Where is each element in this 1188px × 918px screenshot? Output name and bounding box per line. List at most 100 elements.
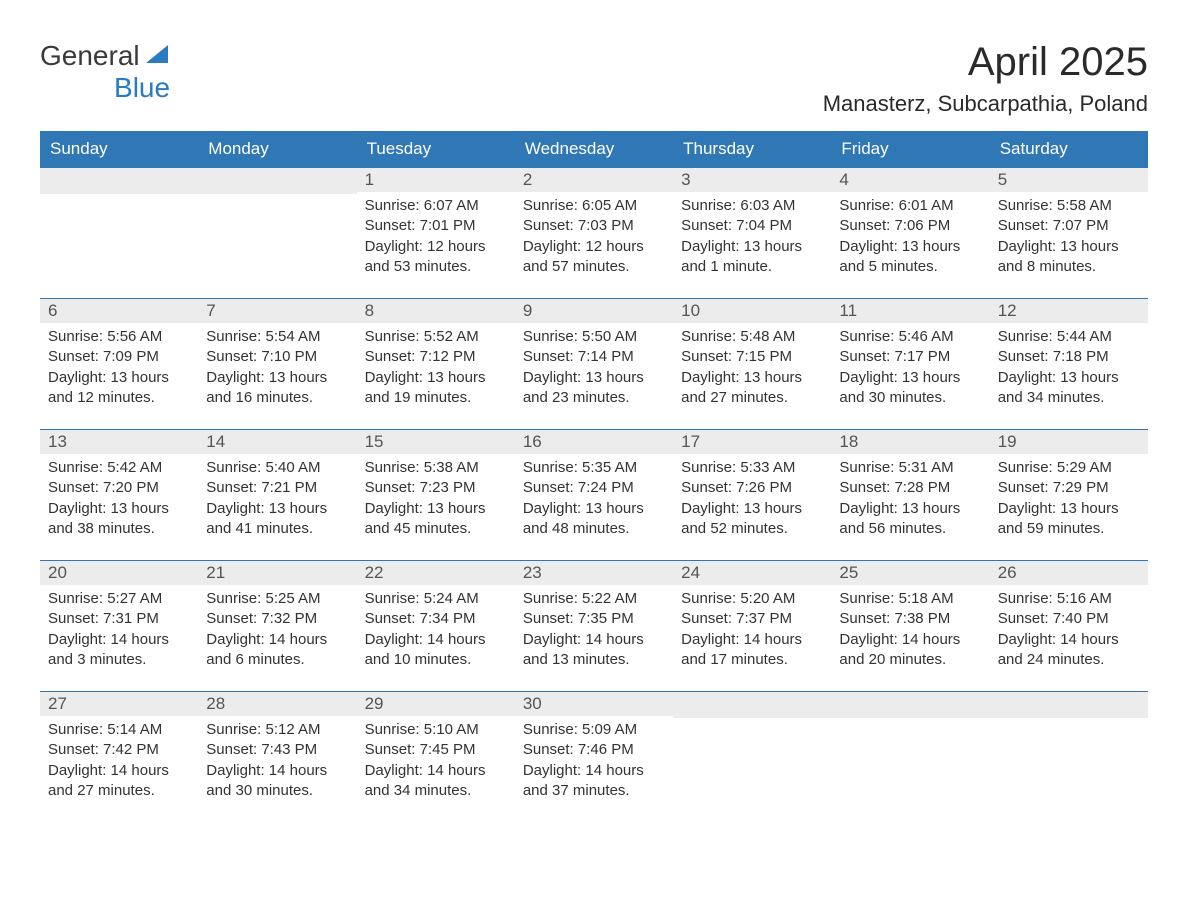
day-content: Sunrise: 5:27 AMSunset: 7:31 PMDaylight:… xyxy=(40,585,198,680)
weekday-header: Monday xyxy=(198,131,356,167)
month-title: April 2025 xyxy=(823,40,1148,85)
daylight-text: Daylight: 13 hours and 38 minutes. xyxy=(48,499,190,540)
day-content: Sunrise: 5:42 AMSunset: 7:20 PMDaylight:… xyxy=(40,454,198,549)
daylight-text: Daylight: 14 hours and 30 minutes. xyxy=(206,761,348,802)
day-number: 19 xyxy=(990,430,1148,454)
day-content: Sunrise: 5:56 AMSunset: 7:09 PMDaylight:… xyxy=(40,323,198,418)
day-content: Sunrise: 6:07 AMSunset: 7:01 PMDaylight:… xyxy=(357,192,515,287)
day-cell: 19Sunrise: 5:29 AMSunset: 7:29 PMDayligh… xyxy=(990,430,1148,560)
sunset-text: Sunset: 7:38 PM xyxy=(839,609,981,629)
day-content: Sunrise: 5:20 AMSunset: 7:37 PMDaylight:… xyxy=(673,585,831,680)
weekday-header: Saturday xyxy=(990,131,1148,167)
day-content: Sunrise: 6:01 AMSunset: 7:06 PMDaylight:… xyxy=(831,192,989,287)
day-content: Sunrise: 5:29 AMSunset: 7:29 PMDaylight:… xyxy=(990,454,1148,549)
day-cell: 22Sunrise: 5:24 AMSunset: 7:34 PMDayligh… xyxy=(357,561,515,691)
day-cell: 26Sunrise: 5:16 AMSunset: 7:40 PMDayligh… xyxy=(990,561,1148,691)
sunrise-text: Sunrise: 5:25 AM xyxy=(206,589,348,609)
sunrise-text: Sunrise: 6:01 AM xyxy=(839,196,981,216)
sunrise-text: Sunrise: 5:12 AM xyxy=(206,720,348,740)
sunset-text: Sunset: 7:42 PM xyxy=(48,740,190,760)
day-number: 27 xyxy=(40,692,198,716)
sunset-text: Sunset: 7:20 PM xyxy=(48,478,190,498)
day-number: 7 xyxy=(198,299,356,323)
day-cell: 13Sunrise: 5:42 AMSunset: 7:20 PMDayligh… xyxy=(40,430,198,560)
sunset-text: Sunset: 7:07 PM xyxy=(998,216,1140,236)
day-cell xyxy=(831,692,989,822)
weekday-header: Thursday xyxy=(673,131,831,167)
sunset-text: Sunset: 7:28 PM xyxy=(839,478,981,498)
sunset-text: Sunset: 7:40 PM xyxy=(998,609,1140,629)
day-number: 13 xyxy=(40,430,198,454)
day-number: 9 xyxy=(515,299,673,323)
daylight-text: Daylight: 13 hours and 19 minutes. xyxy=(365,368,507,409)
day-cell: 2Sunrise: 6:05 AMSunset: 7:03 PMDaylight… xyxy=(515,168,673,298)
daylight-text: Daylight: 14 hours and 20 minutes. xyxy=(839,630,981,671)
day-cell: 7Sunrise: 5:54 AMSunset: 7:10 PMDaylight… xyxy=(198,299,356,429)
week-row: 1Sunrise: 6:07 AMSunset: 7:01 PMDaylight… xyxy=(40,167,1148,298)
day-cell: 25Sunrise: 5:18 AMSunset: 7:38 PMDayligh… xyxy=(831,561,989,691)
day-cell: 9Sunrise: 5:50 AMSunset: 7:14 PMDaylight… xyxy=(515,299,673,429)
sunset-text: Sunset: 7:37 PM xyxy=(681,609,823,629)
day-number: 5 xyxy=(990,168,1148,192)
day-content: Sunrise: 5:25 AMSunset: 7:32 PMDaylight:… xyxy=(198,585,356,680)
sunset-text: Sunset: 7:01 PM xyxy=(365,216,507,236)
day-cell: 28Sunrise: 5:12 AMSunset: 7:43 PMDayligh… xyxy=(198,692,356,822)
day-number: 18 xyxy=(831,430,989,454)
sunrise-text: Sunrise: 5:42 AM xyxy=(48,458,190,478)
day-content: Sunrise: 5:24 AMSunset: 7:34 PMDaylight:… xyxy=(357,585,515,680)
logo-text-general: General xyxy=(40,40,140,71)
weekday-header-row: Sunday Monday Tuesday Wednesday Thursday… xyxy=(40,131,1148,167)
daylight-text: Daylight: 14 hours and 34 minutes. xyxy=(365,761,507,802)
sunset-text: Sunset: 7:15 PM xyxy=(681,347,823,367)
sunrise-text: Sunrise: 5:58 AM xyxy=(998,196,1140,216)
sunrise-text: Sunrise: 5:20 AM xyxy=(681,589,823,609)
sunrise-text: Sunrise: 5:40 AM xyxy=(206,458,348,478)
day-cell: 23Sunrise: 5:22 AMSunset: 7:35 PMDayligh… xyxy=(515,561,673,691)
day-cell: 17Sunrise: 5:33 AMSunset: 7:26 PMDayligh… xyxy=(673,430,831,560)
day-number: 16 xyxy=(515,430,673,454)
sunrise-text: Sunrise: 5:54 AM xyxy=(206,327,348,347)
daylight-text: Daylight: 13 hours and 30 minutes. xyxy=(839,368,981,409)
day-content: Sunrise: 5:48 AMSunset: 7:15 PMDaylight:… xyxy=(673,323,831,418)
sunrise-text: Sunrise: 5:09 AM xyxy=(523,720,665,740)
daylight-text: Daylight: 14 hours and 17 minutes. xyxy=(681,630,823,671)
day-number: 15 xyxy=(357,430,515,454)
day-content: Sunrise: 5:46 AMSunset: 7:17 PMDaylight:… xyxy=(831,323,989,418)
day-number xyxy=(40,168,198,194)
day-number: 8 xyxy=(357,299,515,323)
day-number: 6 xyxy=(40,299,198,323)
day-cell xyxy=(990,692,1148,822)
day-cell: 1Sunrise: 6:07 AMSunset: 7:01 PMDaylight… xyxy=(357,168,515,298)
day-cell xyxy=(673,692,831,822)
day-cell: 21Sunrise: 5:25 AMSunset: 7:32 PMDayligh… xyxy=(198,561,356,691)
sunrise-text: Sunrise: 5:10 AM xyxy=(365,720,507,740)
logo: General Blue xyxy=(40,40,170,104)
day-cell: 4Sunrise: 6:01 AMSunset: 7:06 PMDaylight… xyxy=(831,168,989,298)
daylight-text: Daylight: 14 hours and 6 minutes. xyxy=(206,630,348,671)
day-cell: 16Sunrise: 5:35 AMSunset: 7:24 PMDayligh… xyxy=(515,430,673,560)
sunrise-text: Sunrise: 5:16 AM xyxy=(998,589,1140,609)
day-number xyxy=(990,692,1148,718)
daylight-text: Daylight: 13 hours and 56 minutes. xyxy=(839,499,981,540)
daylight-text: Daylight: 13 hours and 45 minutes. xyxy=(365,499,507,540)
day-number: 2 xyxy=(515,168,673,192)
sunset-text: Sunset: 7:03 PM xyxy=(523,216,665,236)
day-content: Sunrise: 5:14 AMSunset: 7:42 PMDaylight:… xyxy=(40,716,198,811)
sunrise-text: Sunrise: 5:24 AM xyxy=(365,589,507,609)
day-cell xyxy=(40,168,198,298)
sunset-text: Sunset: 7:12 PM xyxy=(365,347,507,367)
daylight-text: Daylight: 14 hours and 13 minutes. xyxy=(523,630,665,671)
sunset-text: Sunset: 7:34 PM xyxy=(365,609,507,629)
logo-text-blue: Blue xyxy=(114,72,170,104)
day-cell: 20Sunrise: 5:27 AMSunset: 7:31 PMDayligh… xyxy=(40,561,198,691)
daylight-text: Daylight: 14 hours and 10 minutes. xyxy=(365,630,507,671)
day-content: Sunrise: 5:10 AMSunset: 7:45 PMDaylight:… xyxy=(357,716,515,811)
sunrise-text: Sunrise: 6:07 AM xyxy=(365,196,507,216)
sunset-text: Sunset: 7:45 PM xyxy=(365,740,507,760)
daylight-text: Daylight: 13 hours and 52 minutes. xyxy=(681,499,823,540)
day-cell: 24Sunrise: 5:20 AMSunset: 7:37 PMDayligh… xyxy=(673,561,831,691)
sunrise-text: Sunrise: 5:29 AM xyxy=(998,458,1140,478)
daylight-text: Daylight: 14 hours and 37 minutes. xyxy=(523,761,665,802)
day-content: Sunrise: 5:18 AMSunset: 7:38 PMDaylight:… xyxy=(831,585,989,680)
sunrise-text: Sunrise: 5:35 AM xyxy=(523,458,665,478)
